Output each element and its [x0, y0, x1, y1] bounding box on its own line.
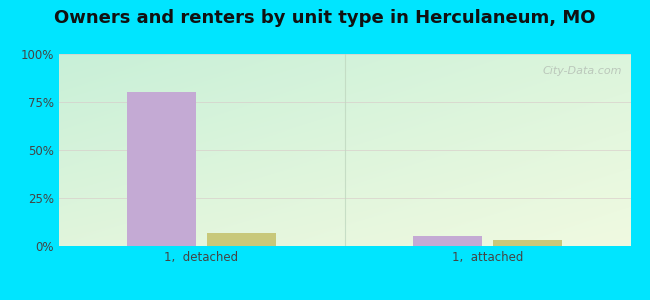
Text: City-Data.com: City-Data.com — [542, 65, 622, 76]
Bar — [127, 92, 196, 246]
Bar — [207, 232, 276, 246]
Bar — [413, 236, 482, 246]
Bar — [493, 240, 562, 246]
Text: Owners and renters by unit type in Herculaneum, MO: Owners and renters by unit type in Hercu… — [54, 9, 596, 27]
